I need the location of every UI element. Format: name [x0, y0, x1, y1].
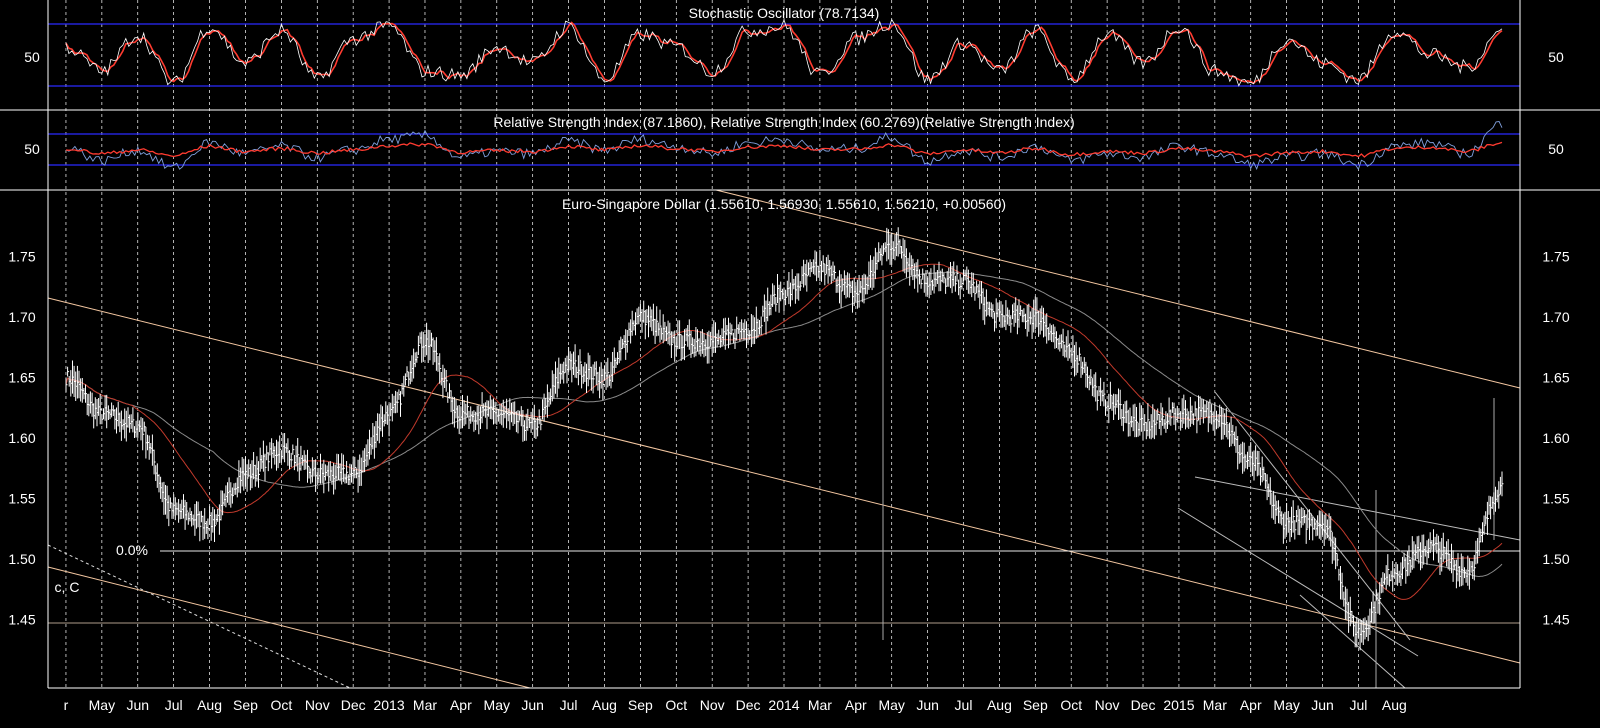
- price-bars: [65, 227, 1504, 651]
- month-axis-label: Jun: [1311, 697, 1334, 713]
- rsi-axis-left-50: 50: [24, 141, 40, 157]
- price-y-ticks: 1.75 1.75 1.70 1.70 1.65 1.65 1.60 1.60 1.55 1.55…: [8, 249, 1569, 628]
- month-axis-label: Nov: [1095, 697, 1120, 713]
- month-axis-label: Aug: [1382, 697, 1407, 713]
- month-axis-label: Mar: [808, 697, 832, 713]
- moving-average-slow: [65, 271, 1503, 578]
- stochastic-title: Stochastic Oscillator (78.7134): [689, 5, 880, 21]
- month-axis-label: Nov: [305, 697, 330, 713]
- month-axis-label: Aug: [987, 697, 1012, 713]
- month-axis-label: May: [484, 697, 510, 713]
- stochastic-k-line: [65, 18, 1503, 87]
- month-axis-label: Aug: [197, 697, 222, 713]
- month-axis-label: Sep: [1023, 697, 1048, 713]
- price-panel: 1.75 1.75 1.70 1.70 1.65 1.65 1.60 1.60 1.55 1.55…: [8, 189, 1570, 689]
- month-axis-label: Sep: [628, 697, 653, 713]
- month-axis-label: May: [1273, 697, 1299, 713]
- price-y-tick-right: 1.45: [1542, 612, 1569, 628]
- month-axis-label: Apr: [845, 697, 867, 713]
- moving-average-fast: [65, 263, 1503, 600]
- channel-lower-line: [47, 566, 531, 689]
- stochastic-axis-left-50: 50: [24, 49, 40, 65]
- stochastic-panel: Stochastic Oscillator (78.7134) 50 50: [24, 5, 1564, 87]
- trendline-1: [1177, 507, 1419, 657]
- month-axis-label: Jun: [126, 697, 149, 713]
- rsi-fast-line: [65, 121, 1503, 171]
- wave-label: c, C: [55, 579, 80, 595]
- month-axis-label: Apr: [450, 697, 472, 713]
- month-axis-label: Dec: [1131, 697, 1156, 713]
- month-axis-label: Oct: [270, 697, 292, 713]
- month-axis-label: r: [64, 697, 69, 713]
- month-axis-label: Jun: [916, 697, 939, 713]
- month-axis-label: Jul: [1349, 697, 1367, 713]
- trendline-3: [1194, 476, 1521, 541]
- price-y-tick-left: 1.55: [8, 491, 35, 507]
- month-axis-label: 2013: [373, 697, 404, 713]
- month-axis-label: Dec: [736, 697, 761, 713]
- month-axis-label: Oct: [665, 697, 687, 713]
- month-grid: [65, 0, 1395, 688]
- price-y-tick-right: 1.75: [1542, 249, 1569, 265]
- month-axis-label: Jul: [955, 697, 973, 713]
- price-y-tick-left: 1.75: [8, 249, 35, 265]
- month-axis-label: 2014: [768, 697, 799, 713]
- rsi-panel: Relative Strength Index (87.1860), Relat…: [24, 114, 1564, 171]
- month-axis-label: Sep: [233, 697, 258, 713]
- chart-frame: [0, 0, 1600, 689]
- price-y-tick-left: 1.50: [8, 551, 35, 567]
- month-axis-label: Mar: [413, 697, 437, 713]
- rsi-axis-right-50: 50: [1548, 141, 1564, 157]
- rsi-title: Relative Strength Index (87.1860), Relat…: [493, 114, 1074, 130]
- month-axis-label: Jul: [165, 697, 183, 713]
- stochastic-axis-right-50: 50: [1548, 49, 1564, 65]
- channel-middle-line: [47, 297, 1521, 664]
- price-y-tick-left: 1.65: [8, 370, 35, 386]
- stochastic-d-line: [65, 21, 1503, 85]
- price-title: Euro-Singapore Dollar (1.55610, 1.56930,…: [562, 196, 1006, 212]
- price-y-tick-left: 1.70: [8, 309, 35, 325]
- fib-zero-label: 0.0%: [116, 542, 148, 558]
- price-y-tick-left: 1.45: [8, 612, 35, 628]
- month-axis-label: Nov: [700, 697, 725, 713]
- price-y-tick-left: 1.60: [8, 430, 35, 446]
- price-y-tick-right: 1.55: [1542, 491, 1569, 507]
- month-axis-label: Jun: [521, 697, 544, 713]
- price-y-tick-right: 1.65: [1542, 370, 1569, 386]
- month-axis-label: Dec: [341, 697, 366, 713]
- month-axis-label: Apr: [1240, 697, 1262, 713]
- rsi-slow-line: [65, 141, 1503, 158]
- price-y-tick-right: 1.70: [1542, 309, 1569, 325]
- month-axis-label: Jul: [560, 697, 578, 713]
- month-axis-label: Mar: [1203, 697, 1227, 713]
- trendline-4: [1299, 594, 1406, 689]
- price-y-tick-right: 1.60: [1542, 430, 1569, 446]
- dotted-trendline: [47, 544, 351, 689]
- price-y-tick-right: 1.50: [1542, 551, 1569, 567]
- month-axis-label: May: [878, 697, 904, 713]
- month-axis-labels: r May Jun Jul Aug Sep Oct Nov Dec 2013 Mar Apr May Ju…: [64, 697, 1407, 713]
- month-axis-label: May: [89, 697, 115, 713]
- month-axis-label: Oct: [1060, 697, 1082, 713]
- channel-upper-line: [715, 189, 1521, 389]
- month-axis-label: Aug: [592, 697, 617, 713]
- month-axis-label: 2015: [1163, 697, 1194, 713]
